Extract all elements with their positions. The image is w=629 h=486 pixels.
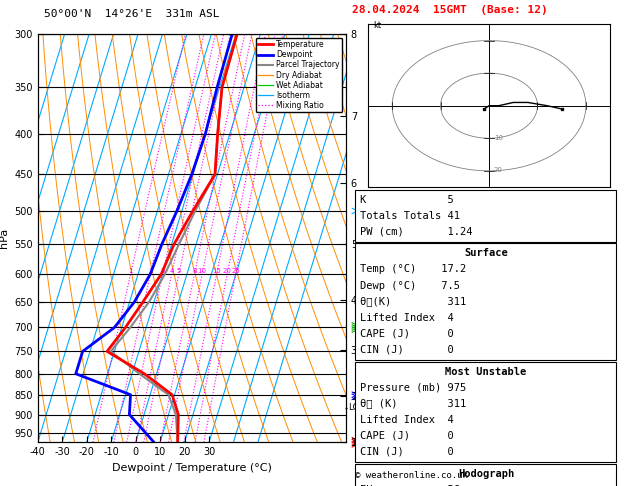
Text: CIN (J)       0: CIN (J) 0	[360, 447, 454, 457]
Text: Dewp (°C)    7.5: Dewp (°C) 7.5	[360, 280, 460, 291]
Text: 25: 25	[231, 268, 240, 274]
Text: 15: 15	[212, 268, 221, 274]
Text: kt: kt	[373, 20, 381, 30]
Text: PW (cm)       1.24: PW (cm) 1.24	[360, 226, 473, 237]
Text: CAPE (J)      0: CAPE (J) 0	[360, 329, 454, 339]
Text: Hodograph: Hodograph	[458, 469, 514, 479]
Text: Lifted Index  4: Lifted Index 4	[360, 312, 454, 323]
Text: 5: 5	[177, 268, 181, 274]
Text: 10: 10	[198, 268, 207, 274]
Text: 20: 20	[494, 168, 503, 174]
Text: 1: 1	[128, 268, 133, 274]
Text: 8: 8	[192, 268, 197, 274]
Text: θᴄ (K)        311: θᴄ (K) 311	[360, 399, 467, 409]
Text: 10: 10	[494, 135, 503, 141]
Text: 28.04.2024  15GMT  (Base: 12): 28.04.2024 15GMT (Base: 12)	[352, 4, 548, 15]
Text: 2: 2	[148, 268, 153, 274]
Y-axis label: km
ASL: km ASL	[362, 229, 384, 247]
Text: Mixing Ratio (g/kg): Mixing Ratio (g/kg)	[374, 192, 384, 284]
Text: Most Unstable: Most Unstable	[445, 366, 526, 377]
Text: LCL: LCL	[348, 403, 363, 413]
Text: 4: 4	[169, 268, 174, 274]
Legend: Temperature, Dewpoint, Parcel Trajectory, Dry Adiabat, Wet Adiabat, Isotherm, Mi: Temperature, Dewpoint, Parcel Trajectory…	[256, 38, 342, 112]
Text: K             5: K 5	[360, 194, 454, 205]
Text: 3: 3	[160, 268, 165, 274]
Text: CAPE (J)      0: CAPE (J) 0	[360, 431, 454, 441]
Text: 50°00'N  14°26'E  331m ASL: 50°00'N 14°26'E 331m ASL	[44, 9, 220, 19]
Y-axis label: hPa: hPa	[0, 228, 9, 248]
Text: Totals Totals 41: Totals Totals 41	[360, 210, 460, 221]
X-axis label: Dewpoint / Temperature (°C): Dewpoint / Temperature (°C)	[112, 463, 272, 473]
Text: CIN (J)       0: CIN (J) 0	[360, 345, 454, 355]
Text: Temp (°C)    17.2: Temp (°C) 17.2	[360, 264, 467, 275]
Text: θᴄ(K)         311: θᴄ(K) 311	[360, 296, 467, 307]
Text: Lifted Index  4: Lifted Index 4	[360, 415, 454, 425]
Text: © weatheronline.co.uk: © weatheronline.co.uk	[355, 471, 468, 480]
Text: Pressure (mb) 975: Pressure (mb) 975	[360, 382, 467, 393]
Text: 20: 20	[223, 268, 231, 274]
Text: Surface: Surface	[464, 248, 508, 259]
Text: EH            56: EH 56	[360, 485, 460, 486]
